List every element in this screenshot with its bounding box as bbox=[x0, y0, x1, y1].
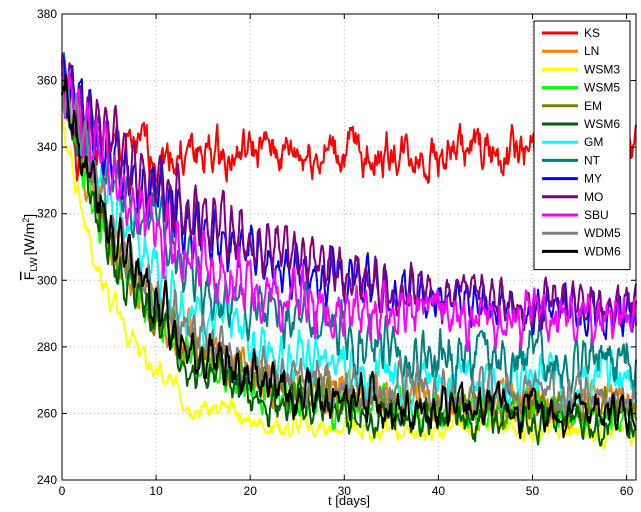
series-lines bbox=[61, 52, 637, 450]
y-axis-label-close: ] bbox=[21, 214, 37, 218]
series-line-wdm5 bbox=[61, 82, 637, 417]
axis-ticks: 0 10 20 30 40 50 60 240 260 280 300 320 340 360 380 bbox=[37, 7, 636, 498]
series-line-mo bbox=[61, 60, 637, 332]
legend-label: WDM5 bbox=[584, 226, 621, 240]
legend-label: MY bbox=[584, 172, 602, 186]
y-tick-label: 380 bbox=[37, 7, 57, 21]
legend-label: WSM6 bbox=[584, 117, 620, 131]
y-tick-label: 300 bbox=[37, 273, 57, 287]
legend: KS LN WSM3 WSM5 EM WSM6 GM NT MY MO SBU WDM5 WDM6 bbox=[533, 20, 631, 271]
legend-label: EM bbox=[584, 99, 602, 113]
x-tick-label: 40 bbox=[432, 484, 446, 498]
series-line-wdm6 bbox=[61, 74, 637, 440]
y-axis-label-main: F bbox=[21, 272, 37, 281]
plot-frame bbox=[61, 13, 637, 481]
series-line-sbu bbox=[61, 53, 637, 353]
y-tick-label: 240 bbox=[37, 473, 57, 487]
legend-label: MO bbox=[584, 190, 603, 204]
y-tick-label: 360 bbox=[37, 74, 57, 88]
y-tick-label: 340 bbox=[37, 140, 57, 154]
legend-label: NT bbox=[584, 153, 601, 167]
x-axis-label: t [days] bbox=[328, 493, 370, 508]
x-tick-label: 20 bbox=[244, 484, 258, 498]
y-axis-label-unit: [W/m bbox=[21, 223, 37, 256]
y-tick-label: 320 bbox=[37, 207, 57, 221]
x-tick-label: 0 bbox=[59, 484, 66, 498]
x-tick-label: 10 bbox=[149, 484, 163, 498]
x-tick-label: 60 bbox=[620, 484, 634, 498]
y-tick-label: 280 bbox=[37, 340, 57, 354]
legend-label: WDM6 bbox=[584, 244, 621, 258]
x-tick-label: 30 bbox=[338, 484, 352, 498]
legend-label: LN bbox=[584, 44, 599, 58]
legend-box bbox=[533, 20, 631, 271]
legend-label: KS bbox=[584, 26, 600, 40]
svg-text:FLW[W/m2]: FLW[W/m2] bbox=[21, 214, 40, 280]
y-axis-label-sub: LW bbox=[29, 257, 40, 272]
y-tick-label: 260 bbox=[37, 406, 57, 420]
y-axis-label-sup: 2 bbox=[21, 218, 31, 223]
y-axis-label: FLW[W/m2] bbox=[21, 214, 40, 280]
legend-label: SBU bbox=[584, 208, 609, 222]
legend-label: GM bbox=[584, 135, 603, 149]
legend-label: WSM3 bbox=[584, 62, 620, 76]
legend-label: WSM5 bbox=[584, 81, 620, 95]
x-tick-label: 50 bbox=[526, 484, 540, 498]
